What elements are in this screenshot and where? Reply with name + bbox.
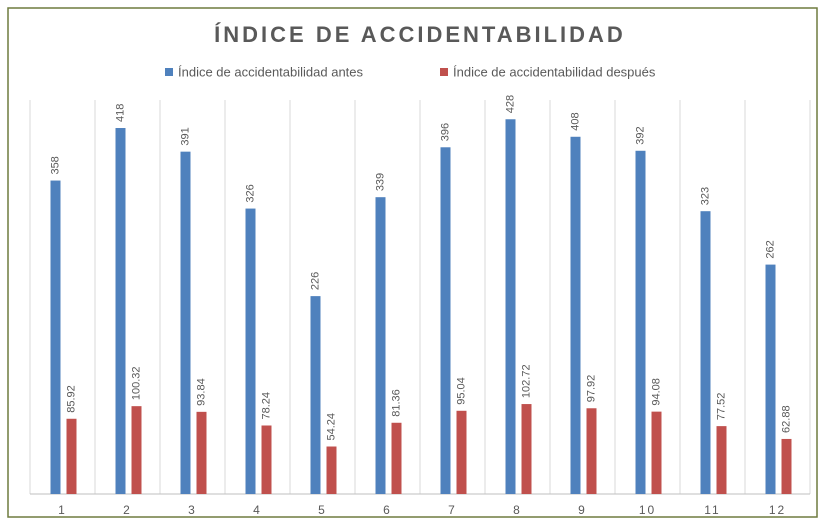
x-tick-label: 1: [58, 503, 67, 517]
x-tick-label: 9: [578, 503, 587, 517]
bar: [66, 418, 77, 494]
data-label: 358: [49, 156, 61, 174]
bar: [586, 408, 597, 494]
bar: [50, 180, 61, 494]
bar: [570, 136, 581, 495]
x-tick-label: 2: [123, 503, 132, 517]
data-label: 428: [504, 95, 516, 113]
data-label: 93.84: [195, 378, 207, 406]
bar: [310, 296, 321, 494]
bar: [505, 119, 516, 495]
chart-border: [7, 7, 818, 518]
data-label: 323: [699, 187, 711, 205]
bar: [115, 128, 126, 495]
bar: [781, 438, 792, 494]
data-label: 94.08: [650, 378, 662, 406]
data-label: 85.92: [65, 385, 77, 413]
bar: [261, 425, 272, 494]
bar: [391, 422, 402, 494]
x-tick-label: 5: [318, 503, 327, 517]
bar: [180, 151, 191, 494]
data-label: 77.52: [715, 393, 727, 421]
bar: [521, 404, 532, 494]
bar: [651, 411, 662, 494]
data-label: 339: [374, 173, 386, 191]
data-label: 97.92: [585, 375, 597, 403]
data-label: 262: [764, 240, 776, 258]
bar: [765, 264, 776, 494]
data-label: 396: [439, 123, 451, 141]
legend-label: Índice de accidentabilidad antes: [178, 64, 364, 79]
x-tick-label: 6: [383, 503, 392, 517]
bar: [326, 446, 337, 494]
data-label: 78.24: [260, 392, 272, 420]
bar: [196, 411, 207, 494]
chart-title: ÍNDICE DE ACCIDENTABILIDAD: [214, 22, 626, 47]
bar: [131, 406, 142, 494]
bar: [635, 150, 646, 494]
x-tick-label: 12: [769, 503, 786, 517]
data-label: 418: [114, 104, 126, 122]
data-label: 391: [179, 127, 191, 145]
x-tick-label: 8: [513, 503, 522, 517]
data-label: 226: [309, 272, 321, 290]
bar: [440, 147, 451, 494]
data-label: 62.88: [780, 405, 792, 433]
data-label: 54.24: [325, 413, 337, 441]
x-tick-label: 10: [639, 503, 656, 517]
data-label: 392: [634, 126, 646, 144]
data-label: 326: [244, 184, 256, 202]
data-label: 408: [569, 112, 581, 130]
bar: [700, 211, 711, 494]
x-tick-label: 4: [253, 503, 262, 517]
bar: [716, 426, 727, 494]
bar: [456, 410, 467, 494]
data-label: 100.32: [130, 367, 142, 401]
data-label: 95.04: [455, 377, 467, 405]
x-tick-label: 11: [704, 503, 720, 517]
legend-swatch: [165, 68, 173, 76]
data-label: 81.36: [390, 389, 402, 417]
x-tick-label: 7: [448, 503, 457, 517]
bar: [245, 208, 256, 494]
bar: [375, 197, 386, 495]
legend-label: Índice de accidentabilidad después: [453, 64, 656, 79]
x-tick-label: 3: [188, 503, 197, 517]
data-label: 102.72: [520, 364, 532, 398]
legend-swatch: [440, 68, 448, 76]
